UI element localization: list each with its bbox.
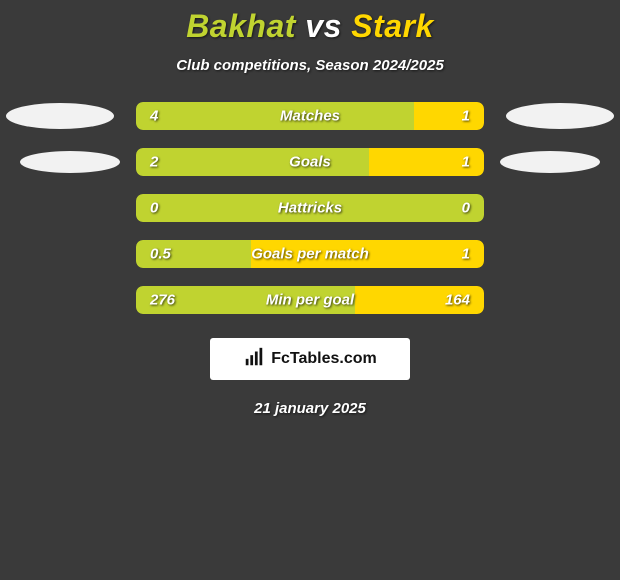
player2-avatar-placeholder <box>500 151 600 173</box>
stat-bar: 276 Min per goal 164 <box>136 286 484 314</box>
stat-bar: 2 Goals 1 <box>136 148 484 176</box>
stat-value-right: 1 <box>462 108 470 125</box>
stat-label: Goals <box>289 154 331 171</box>
stat-value-right: 164 <box>445 292 470 309</box>
player2-name: Stark <box>351 8 434 44</box>
branding-text: FcTables.com <box>271 350 377 368</box>
stat-value-left: 0 <box>150 200 158 217</box>
stat-value-left: 276 <box>150 292 175 309</box>
stat-row-matches: 4 Matches 1 <box>0 102 620 130</box>
stat-bar: 4 Matches 1 <box>136 102 484 130</box>
stat-row-goals: 2 Goals 1 <box>0 148 620 176</box>
stat-row-hattricks: 0 Hattricks 0 <box>0 194 620 222</box>
stat-value-left: 2 <box>150 154 158 171</box>
stat-bar-right <box>414 102 484 130</box>
branding-badge[interactable]: FcTables.com <box>210 338 410 380</box>
stat-value-right: 0 <box>462 200 470 217</box>
stat-label: Goals per match <box>251 246 369 263</box>
vs-label: vs <box>305 8 342 44</box>
stat-label: Matches <box>280 108 340 125</box>
bar-chart-icon <box>243 346 265 373</box>
stat-bar: 0 Hattricks 0 <box>136 194 484 222</box>
stat-value-left: 0.5 <box>150 246 171 263</box>
player1-avatar-placeholder <box>20 151 120 173</box>
footer-date: 21 january 2025 <box>0 400 620 417</box>
stat-row-goals-per-match: 0.5 Goals per match 1 <box>0 240 620 268</box>
comparison-card: Bakhat vs Stark Club competitions, Seaso… <box>0 0 620 417</box>
player2-avatar-placeholder <box>506 103 614 129</box>
player1-name: Bakhat <box>186 8 296 44</box>
stat-value-right: 1 <box>462 154 470 171</box>
stat-value-left: 4 <box>150 108 158 125</box>
subtitle: Club competitions, Season 2024/2025 <box>0 57 620 74</box>
stat-value-right: 1 <box>462 246 470 263</box>
stat-bar: 0.5 Goals per match 1 <box>136 240 484 268</box>
page-title: Bakhat vs Stark <box>0 8 620 45</box>
stat-row-min-per-goal: 276 Min per goal 164 <box>0 286 620 314</box>
stat-label: Hattricks <box>278 200 342 217</box>
player1-avatar-placeholder <box>6 103 114 129</box>
stat-bar-left <box>136 148 369 176</box>
stats-list: 4 Matches 1 2 Goals 1 0 Hattricks <box>0 102 620 314</box>
stat-bar-left <box>136 102 414 130</box>
stat-label: Min per goal <box>266 292 354 309</box>
